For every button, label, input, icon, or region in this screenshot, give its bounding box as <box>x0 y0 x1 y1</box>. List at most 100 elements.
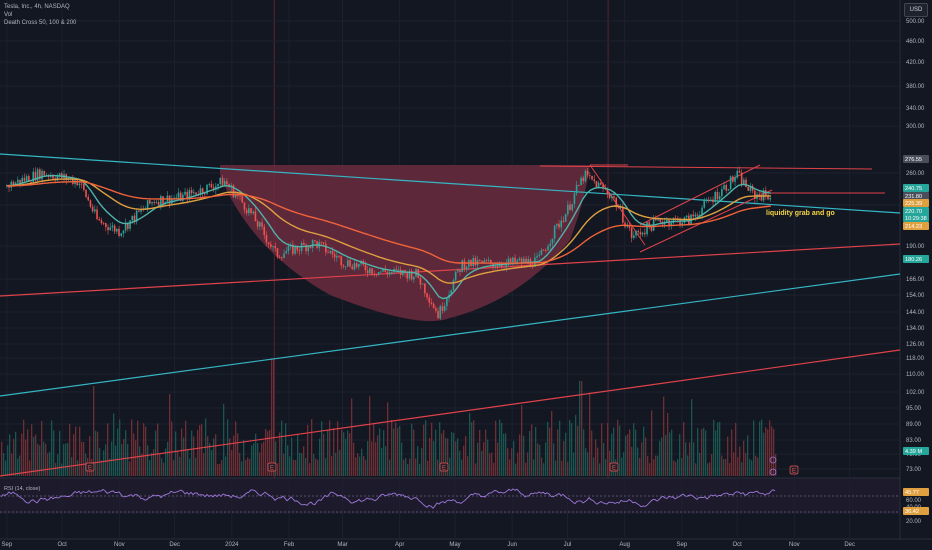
candle-body <box>358 263 360 267</box>
candle-body <box>188 190 191 200</box>
volume-bar <box>429 437 431 476</box>
candle-body <box>111 225 114 228</box>
volume-bar <box>483 442 485 476</box>
candle-body <box>487 259 490 262</box>
candle-body <box>619 207 622 209</box>
candle-body <box>320 242 323 244</box>
volume-bar <box>495 420 497 476</box>
volume-bar <box>471 422 473 476</box>
volume-bar <box>363 456 365 476</box>
volume-bar <box>759 421 761 476</box>
volume-bar <box>139 446 141 476</box>
volume-bar <box>153 449 155 476</box>
volume-bar <box>361 448 363 476</box>
legend-symbol[interactable]: Tesla, Inc., 4h, NASDAQ <box>4 4 70 10</box>
candle-body <box>105 223 107 228</box>
volume-bar <box>703 427 705 476</box>
volume-bar <box>51 420 53 476</box>
legend-volume[interactable]: Vol <box>4 12 13 18</box>
volume-bar <box>663 396 665 476</box>
volume-bar <box>299 452 301 476</box>
price-badge <box>903 214 929 222</box>
candle-body <box>622 207 624 223</box>
volume-bar <box>449 457 451 476</box>
candle-body <box>584 170 587 182</box>
earnings-marker-label: E <box>270 466 274 472</box>
volume-bar <box>391 419 393 476</box>
resistance-line <box>539 165 873 170</box>
volume-bar <box>165 448 167 476</box>
candle-body <box>245 209 248 214</box>
earnings-marker <box>267 462 277 472</box>
currency-button[interactable]: USD <box>904 3 928 17</box>
volume-bar <box>741 462 743 476</box>
candle-body <box>17 179 19 183</box>
volume-bar <box>617 419 619 476</box>
volume-bar <box>389 459 391 476</box>
volume-bar <box>13 438 15 476</box>
x-tick-label: Nov <box>114 542 125 548</box>
candle-body <box>155 202 158 203</box>
y-tick-label: 83.00 <box>906 438 922 444</box>
candle-body <box>443 305 446 311</box>
candle-body <box>666 219 668 222</box>
candle-body <box>747 186 750 191</box>
volume-bar <box>169 394 171 476</box>
candle-body <box>628 226 631 228</box>
candle-body <box>450 290 453 295</box>
candle-body <box>39 169 41 180</box>
candle-body <box>602 184 604 189</box>
candle-body <box>19 179 21 184</box>
volume-bar <box>191 430 193 476</box>
volume-bar <box>423 424 425 476</box>
candle-body <box>265 234 268 243</box>
candle-body <box>743 179 745 185</box>
candle-body <box>734 177 736 182</box>
volume-bar <box>307 424 309 476</box>
candle-body <box>562 220 565 222</box>
candle-body <box>496 266 499 267</box>
candle-body <box>705 199 708 201</box>
candle-body <box>120 233 123 236</box>
trendline-low-red <box>0 349 901 477</box>
volume-bar <box>31 424 33 476</box>
volume-bar <box>699 452 701 476</box>
volume-bar <box>469 412 471 476</box>
volume-bar <box>297 433 299 476</box>
y-tick-label: 134.00 <box>906 326 925 332</box>
volume-bar <box>705 430 707 476</box>
volume-bar <box>425 420 427 476</box>
candle-body <box>129 220 131 229</box>
dividend-marker <box>769 468 777 476</box>
candle-body <box>421 283 424 285</box>
legend-indicator[interactable]: Death Cross 50, 100 & 200 <box>4 20 77 26</box>
earnings-marker <box>789 465 799 475</box>
volume-bar <box>697 428 699 476</box>
volume-bar <box>415 458 417 476</box>
candle-body <box>694 214 697 217</box>
x-tick-label: Jun <box>507 542 517 548</box>
volume-bar <box>723 459 725 476</box>
candle-body <box>639 232 642 235</box>
volume-bar <box>15 431 17 476</box>
volume-bar <box>351 398 353 476</box>
y-tick-label: 95.00 <box>906 406 922 412</box>
volume-bar <box>511 448 513 476</box>
volume-bar <box>587 452 589 476</box>
volume-bar <box>327 429 329 476</box>
volume-bar <box>481 450 483 476</box>
volume-bar <box>215 434 217 476</box>
candle-body <box>580 177 582 186</box>
volume-bar <box>719 421 721 476</box>
volume-bar <box>119 419 121 476</box>
volume-bar <box>173 460 175 476</box>
volume-bar <box>503 433 505 476</box>
candle-body <box>342 265 345 267</box>
price-badge-label: 10:29:38 <box>905 216 927 222</box>
candle-body <box>388 272 391 275</box>
candle-body <box>261 222 263 227</box>
candle-body <box>564 214 567 222</box>
volume-bar <box>769 420 771 476</box>
volume-bar <box>559 420 561 476</box>
